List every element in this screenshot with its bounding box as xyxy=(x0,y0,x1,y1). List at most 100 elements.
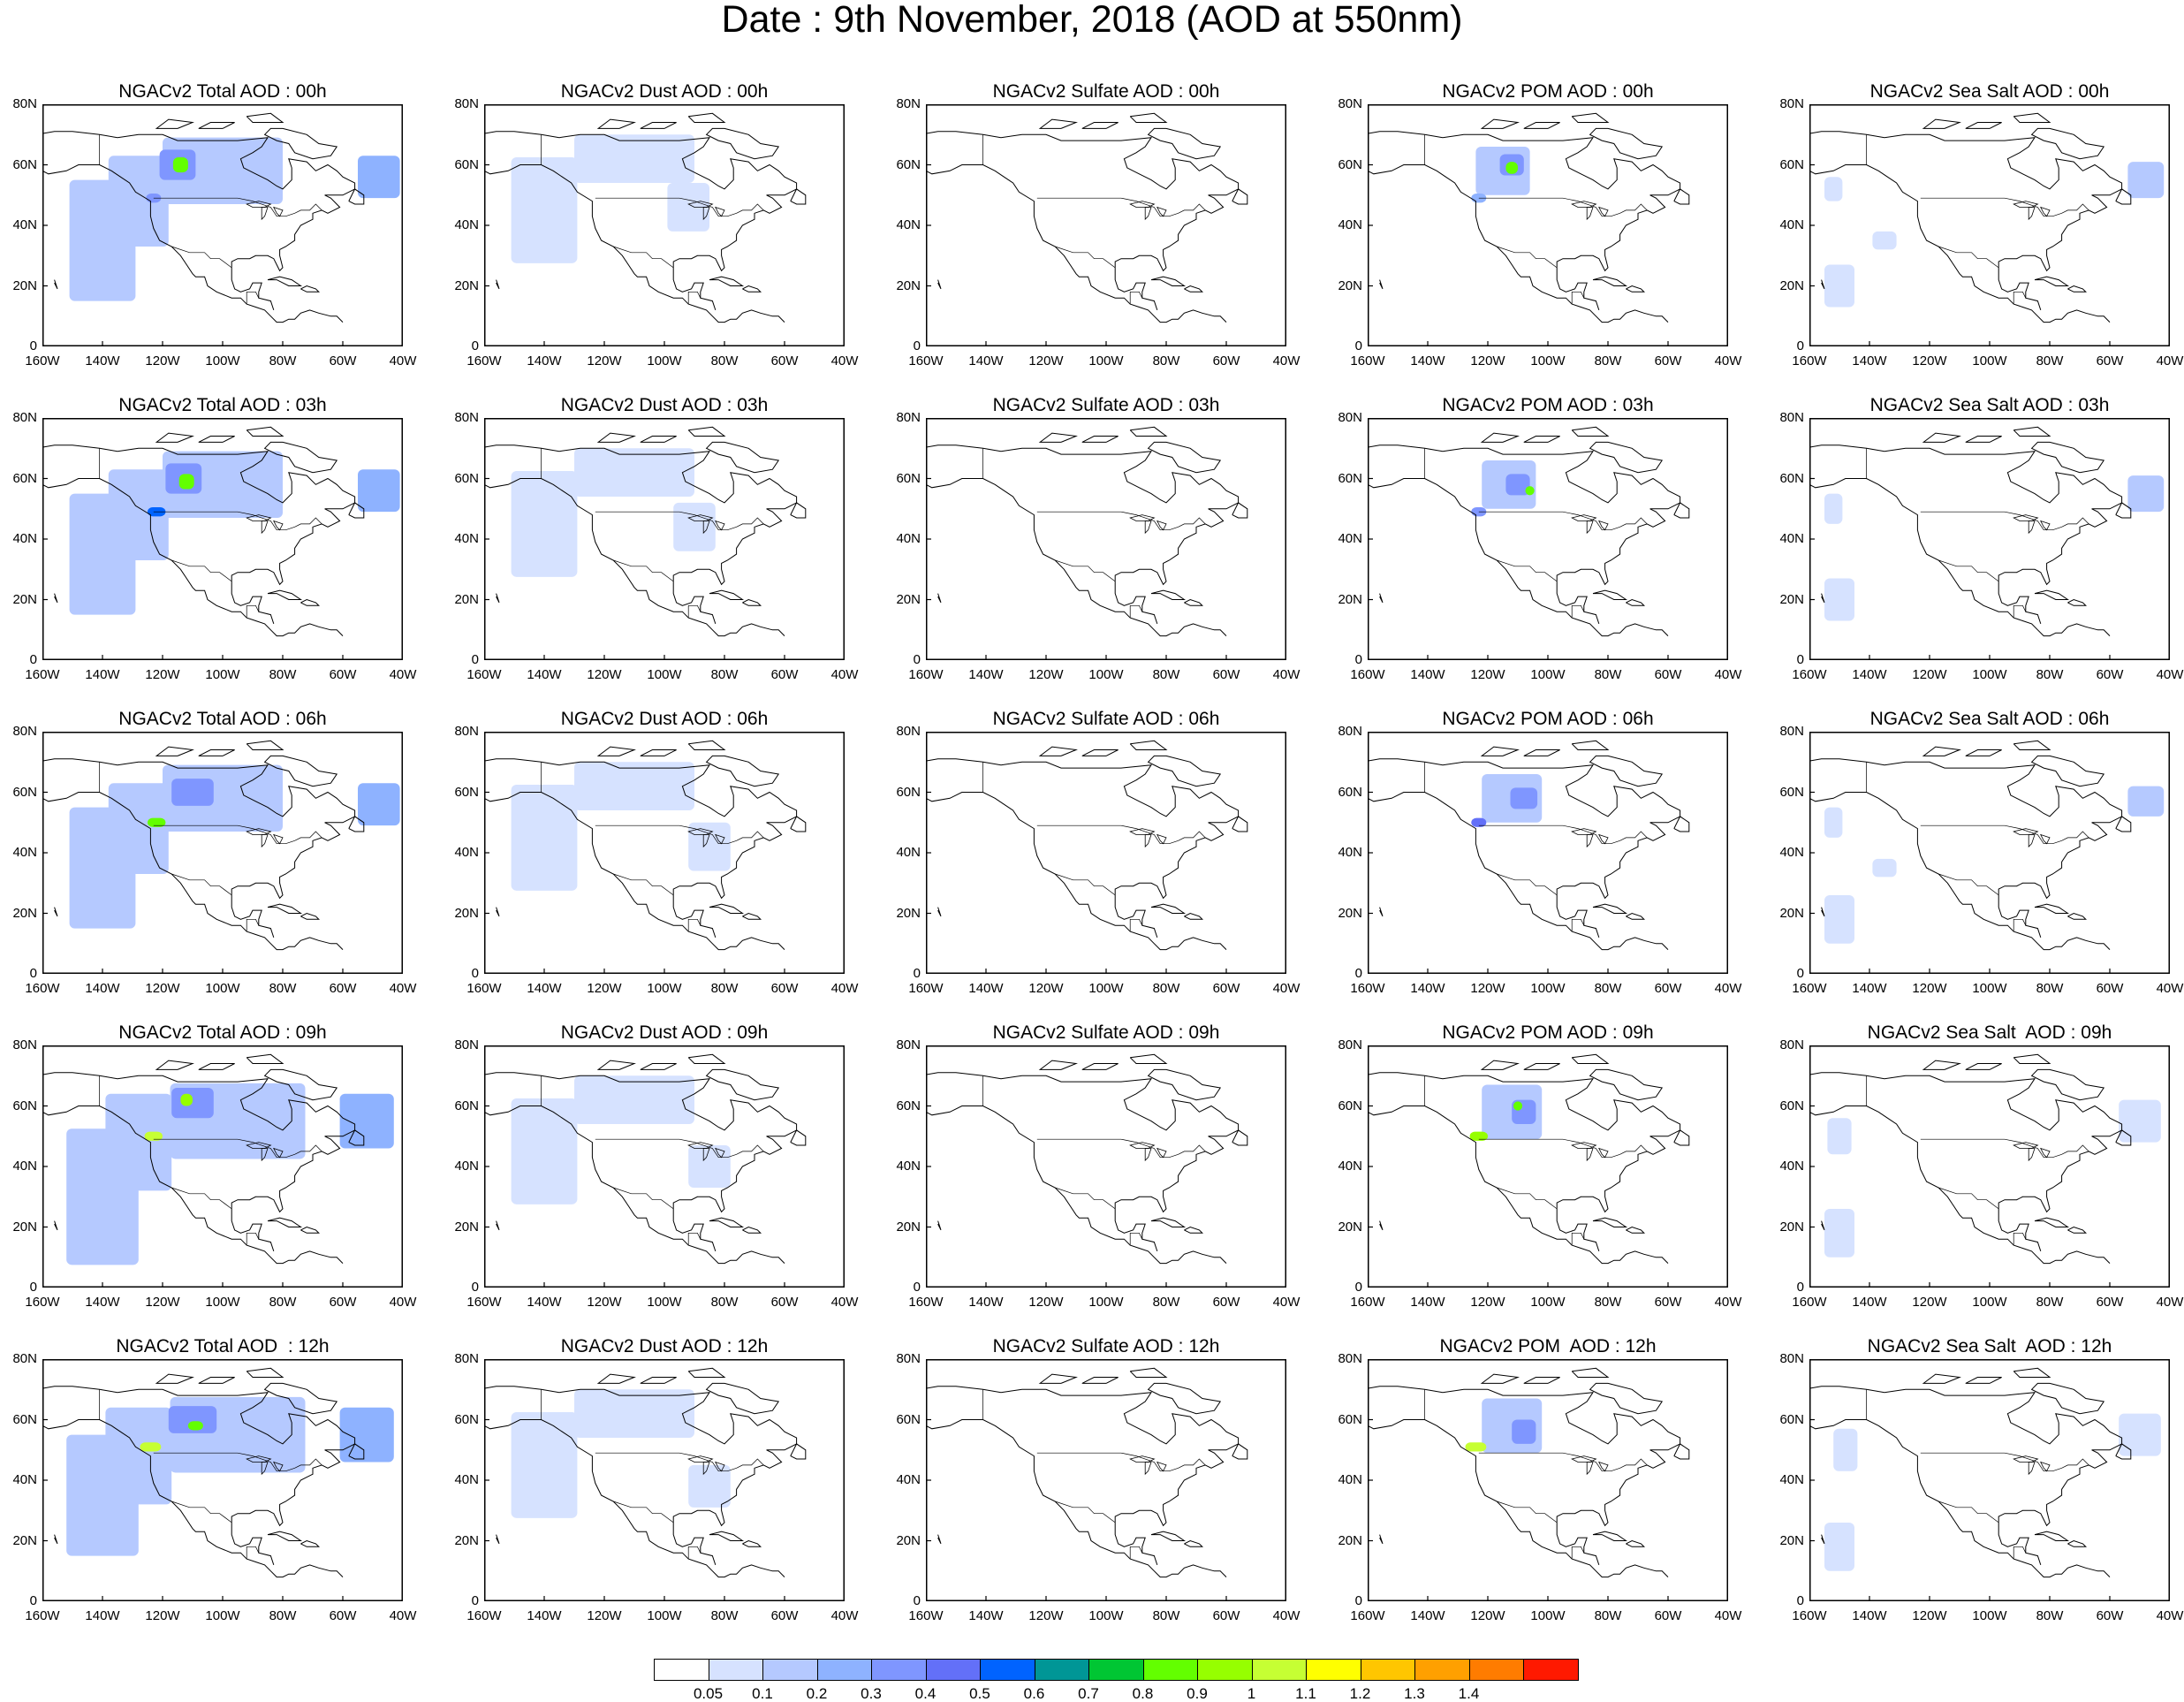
lake-outline xyxy=(2013,1455,2039,1463)
country-border xyxy=(595,1138,764,1159)
lon-tick-label: 80W xyxy=(1594,353,1622,369)
coastline xyxy=(742,912,762,920)
coastline xyxy=(1922,1373,1961,1384)
lake-outline xyxy=(1144,1462,1152,1476)
country-border xyxy=(1920,1452,2089,1472)
coastline xyxy=(1626,1539,1646,1547)
lon-tick-label: 40W xyxy=(389,667,417,682)
coastline xyxy=(1922,118,1961,129)
coastline xyxy=(54,1220,58,1231)
country-border xyxy=(171,559,232,582)
lat-tick-label: 40N xyxy=(896,1159,921,1174)
country-border xyxy=(1478,1138,1648,1159)
coastline xyxy=(709,1217,745,1227)
coastline xyxy=(42,1419,344,1578)
colorbar-label: 0.05 xyxy=(693,1685,724,1702)
lon-tick-label: 40W xyxy=(1272,981,1301,996)
coastline xyxy=(1379,907,1384,917)
coastline xyxy=(2067,1226,2088,1234)
lake-outline xyxy=(1598,1147,1609,1159)
lake-outline xyxy=(261,1462,269,1476)
coastline xyxy=(2034,903,2070,914)
panel-title: NGACv2 Total AOD : 12h xyxy=(116,1336,330,1356)
lon-tick-label: 140W xyxy=(1410,353,1445,369)
coastline xyxy=(496,593,500,604)
lat-tick-label: 80N xyxy=(12,724,37,739)
aod-plume xyxy=(1824,807,1843,838)
coastline xyxy=(2034,276,2070,286)
country-border xyxy=(1938,559,1999,582)
aod-map xyxy=(1809,418,2170,660)
lat-tick-label: 0 xyxy=(1796,338,1804,353)
coastline xyxy=(1998,1208,2042,1252)
country-border xyxy=(153,1138,322,1159)
lon-tick-label: 100W xyxy=(647,1608,682,1623)
coastline xyxy=(1965,122,2002,129)
colorbar-swatch xyxy=(871,1659,927,1681)
coastline xyxy=(1368,444,1681,586)
coastline xyxy=(1114,894,1158,938)
lat-tick-label: 20N xyxy=(1779,591,1804,607)
country-border xyxy=(246,918,260,932)
country-border xyxy=(1920,511,2089,531)
lat-tick-label: 60N xyxy=(1338,1411,1362,1427)
colorbar-swatch xyxy=(1414,1659,1470,1681)
lon-tick-label: 80W xyxy=(2036,1295,2064,1310)
lon-tick-label: 60W xyxy=(770,667,799,682)
lon-tick-label: 60W xyxy=(2096,1295,2124,1310)
country-border xyxy=(1036,1138,1206,1159)
coastline xyxy=(1081,1377,1119,1384)
coastline xyxy=(1571,740,1610,750)
lon-tick-label: 120W xyxy=(587,1295,622,1310)
lat-tick-label: 80N xyxy=(454,1037,479,1052)
coastline xyxy=(496,1220,500,1231)
lake-outline xyxy=(687,1142,714,1149)
coastline xyxy=(1184,598,1204,606)
lon-tick-label: 40W xyxy=(830,981,859,996)
lon-tick-label: 160W xyxy=(25,667,60,682)
country-border xyxy=(1036,1452,1206,1472)
country-border xyxy=(1938,246,1999,269)
lat-tick-label: 80N xyxy=(1779,1351,1804,1366)
lon-tick-label: 40W xyxy=(389,981,417,996)
lon-tick-label: 140W xyxy=(1852,667,1887,682)
lake-outline xyxy=(261,834,269,848)
lake-outline xyxy=(1156,833,1167,845)
country-border xyxy=(1129,918,1143,932)
lon-tick-label: 140W xyxy=(968,667,1004,682)
lon-tick-label: 60W xyxy=(1654,1608,1682,1623)
lon-tick-label: 100W xyxy=(205,1295,240,1310)
coastline xyxy=(155,1060,194,1070)
lon-tick-label: 160W xyxy=(908,667,944,682)
country-border xyxy=(1920,197,2089,217)
country-border xyxy=(1129,1232,1143,1246)
coastline xyxy=(1114,267,1158,311)
lake-outline xyxy=(2013,514,2039,521)
lon-tick-label: 40W xyxy=(1714,1295,1742,1310)
lat-tick-label: 40N xyxy=(454,1472,479,1487)
panel-title: NGACv2 Total AOD : 09h xyxy=(118,1022,327,1043)
colorbar-label: 0.7 xyxy=(1078,1685,1099,1702)
lat-tick-label: 20N xyxy=(1779,1532,1804,1548)
lake-outline xyxy=(1144,520,1152,535)
lat-tick-label: 60N xyxy=(454,1411,479,1427)
country-border xyxy=(1571,291,1585,305)
colorbar-swatch xyxy=(1468,1659,1524,1681)
coastline xyxy=(1081,436,1119,443)
coastline xyxy=(1673,1129,1690,1146)
coastline xyxy=(1150,903,1187,914)
colorbar-swatch xyxy=(816,1659,872,1681)
lon-tick-label: 60W xyxy=(2096,667,2124,682)
lake-outline xyxy=(1156,1147,1167,1159)
lon-tick-label: 40W xyxy=(830,1608,859,1623)
coastline xyxy=(1626,598,1646,606)
lon-tick-label: 80W xyxy=(1594,1608,1622,1623)
coastline xyxy=(246,426,284,437)
map-panel-pom-00h: NGACv2 POM AOD : 00h 80N 60N 40N 20N 0 160W 140… xyxy=(1338,81,1741,373)
panel-title: NGACv2 Sea Salt AOD : 03h xyxy=(1869,395,2110,415)
lon-tick-label: 120W xyxy=(1912,981,1947,996)
coastline xyxy=(2013,112,2051,123)
lat-tick-label: 20N xyxy=(896,1532,921,1548)
lake-outline xyxy=(1144,1148,1152,1162)
map-panel-sulfate-12h: NGACv2 Sulfate AOD : 12h 80N 60N 40N 20N 0 160… xyxy=(896,1336,1300,1628)
